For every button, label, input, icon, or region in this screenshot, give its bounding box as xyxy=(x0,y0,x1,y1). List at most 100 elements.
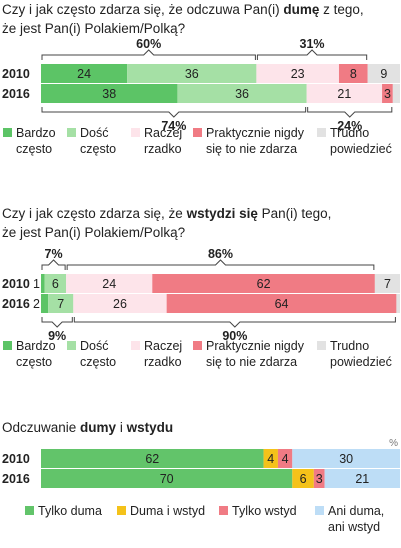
panel-3-title-part: wstydu xyxy=(126,420,174,435)
panel-3-unit-label: % xyxy=(389,438,398,449)
panel-1-legend-label-2: często xyxy=(80,142,116,156)
panel-3-legend-label-4: Ani duma, xyxy=(328,504,384,518)
panel-2-category-2010: 2010 xyxy=(2,277,30,291)
panel-1-bar-2010-series-5 xyxy=(367,64,400,83)
panel-3-title-part: i xyxy=(116,420,127,435)
panel-2-bar-2010-series-3 xyxy=(66,274,153,293)
panel-2-legend-label-4: Praktycznie nigdy xyxy=(206,339,305,353)
panel-2-legend-label-5: Trudno xyxy=(330,339,369,353)
panel-1-value-2010-series-5: 9 xyxy=(380,67,387,81)
panel-2-value-2010-series-3: 24 xyxy=(102,277,116,291)
panel-1-value-2016-series-4: 3 xyxy=(384,87,391,101)
panel-1-value-2016-series-1: 38 xyxy=(102,87,116,101)
panel-2-legend-label-5: powiedzieć xyxy=(330,355,392,369)
panel-1-value-2016-series-2: 36 xyxy=(235,87,249,101)
panel-2-bar-2016-series-5 xyxy=(396,294,400,313)
panel-3-legend-label-3: Tylko wstyd xyxy=(232,504,297,518)
panel-1-value-2010-series-1: 24 xyxy=(77,67,91,81)
panel-1-legend-label-4: Praktycznie nigdy xyxy=(206,126,305,140)
panel-1-legend-label-1: Bardzo xyxy=(16,126,56,140)
panel-3-bar-2016-series-1 xyxy=(41,469,293,488)
panel-2-bracket-4 xyxy=(73,317,396,328)
panel-1-bracket-1 xyxy=(41,49,256,60)
panel-1-title-part: że jest Pan(i) Polakiem/Polką? xyxy=(2,21,185,36)
panel-2-bar-2016-series-3 xyxy=(73,294,167,313)
panel-2-legend-swatch-4 xyxy=(193,341,202,350)
panel-1-bar-2010-series-2 xyxy=(127,64,257,83)
panel-3-legend-label-2: Duma i wstyd xyxy=(130,504,205,518)
panel-2-bracket-label-4: 90% xyxy=(222,329,247,343)
panel-1-bracket-label-4: 24% xyxy=(337,119,362,133)
panel-2-bar-2010-series-1 xyxy=(41,274,45,293)
panel-2-value-2010-series-5: 7 xyxy=(384,277,391,291)
panel-1-legend-label-5: Trudno xyxy=(330,126,369,140)
panel-2-bar-2010-series-5 xyxy=(374,274,400,293)
panel-2-title-line-2: że jest Pan(i) Polakiem/Polką? xyxy=(2,225,185,240)
panel-2-bar-2010-series-4 xyxy=(152,274,375,293)
panel-1-category-2016: 2016 xyxy=(2,87,30,101)
panel-2-value-2016-series-1: 2 xyxy=(33,297,40,311)
panel-3-bar-2016-series-4 xyxy=(324,469,400,488)
panel-1-title-part: Czy i jak często zdarza się, że odczuwa … xyxy=(2,2,283,17)
panel-3-legend-swatch-1 xyxy=(25,506,34,515)
panel-2-bar-2016-series-1 xyxy=(41,294,49,313)
panel-2-bracket-label-3: 9% xyxy=(48,329,66,343)
panel-3-legend-swatch-2 xyxy=(117,506,126,515)
panel-2-bracket-2 xyxy=(66,259,375,270)
panel-2-title: Czy i jak często zdarza się, że wstydzi … xyxy=(2,206,331,221)
panel-3-value-2016-series-1: 70 xyxy=(160,472,174,486)
panel-3-bar-2016-series-3 xyxy=(313,469,325,488)
panel-1-bracket-label-2: 31% xyxy=(300,37,325,51)
panel-2-category-2016: 2016 xyxy=(2,297,30,311)
panel-2-bar-2010-series-2 xyxy=(44,274,67,293)
panel-3-value-2016-series-4: 21 xyxy=(355,472,369,486)
panel-2-legend-swatch-1 xyxy=(3,341,12,350)
panel-1-legend-label-5: powiedzieć xyxy=(330,142,392,156)
panel-3-value-2010-series-3: 4 xyxy=(282,452,289,466)
panel-3-bar-2010-series-3 xyxy=(277,449,293,468)
panel-3-value-2016-series-2: 6 xyxy=(300,472,307,486)
panel-1-bar-2016-series-1 xyxy=(41,84,178,103)
panel-3-bar-2010-series-2 xyxy=(263,449,278,468)
panel-2-value-2016-series-3: 26 xyxy=(113,297,127,311)
panel-3-value-2010-series-4: 30 xyxy=(339,452,353,466)
panel-3-category-2010: 2010 xyxy=(2,452,30,466)
panel-2-legend-label-4: się to nie zdarza xyxy=(206,355,297,369)
panel-1-bracket-2 xyxy=(256,49,368,60)
panel-1-bar-2016-series-2 xyxy=(177,84,307,103)
panel-2-bar-2016-series-2 xyxy=(48,294,74,313)
panel-3-title: Odczuwanie dumy i wstydu xyxy=(2,420,173,435)
panel-3-legend-label-1: Tylko duma xyxy=(38,504,102,518)
panel-2-bar-2016-series-4 xyxy=(166,294,397,313)
panel-2-legend-label-3: Raczej xyxy=(144,339,182,353)
panel-3-bar-2010-series-4 xyxy=(292,449,400,468)
panel-2-legend-label-3: rzadko xyxy=(144,355,182,369)
panel-2-value-2016-series-4: 64 xyxy=(275,297,289,311)
panel-1-legend-label-3: rzadko xyxy=(144,142,182,156)
panel-2-bracket-label-1: 7% xyxy=(45,247,63,261)
panel-2-title-part: Pan(i) tego, xyxy=(258,206,332,221)
panel-2-legend-label-1: często xyxy=(16,355,52,369)
panel-1-title: Czy i jak często zdarza się, że odczuwa … xyxy=(2,2,364,17)
panel-1-bar-2010-series-4 xyxy=(338,64,368,83)
panel-1-legend-swatch-2 xyxy=(67,128,76,137)
panel-1-value-2016-series-3: 21 xyxy=(337,87,351,101)
panel-1-title-part: dumę xyxy=(283,2,319,17)
panel-3-category-2016: 2016 xyxy=(2,472,30,486)
panel-3-value-2010-series-1: 62 xyxy=(145,452,159,466)
panel-1-value-2010-series-3: 23 xyxy=(291,67,305,81)
panel-3-title-part: dumy xyxy=(80,420,116,435)
panel-2-value-2010-series-4: 62 xyxy=(257,277,271,291)
panel-1-bracket-4 xyxy=(307,107,393,118)
panel-1-bracket-label-1: 60% xyxy=(136,37,161,51)
panel-2-bracket-3 xyxy=(41,317,73,328)
panel-1-legend-label-1: często xyxy=(16,142,52,156)
panel-2-legend-swatch-2 xyxy=(67,341,76,350)
panel-1-title-line-2: że jest Pan(i) Polakiem/Polką? xyxy=(2,21,185,36)
panel-2-value-2016-series-2: 7 xyxy=(57,297,64,311)
panel-1-bar-2016-series-3 xyxy=(306,84,383,103)
panel-2-bracket-1 xyxy=(41,259,66,270)
panel-1-value-2010-series-4: 8 xyxy=(350,67,357,81)
panel-3-title-part: Odczuwanie xyxy=(2,420,80,435)
